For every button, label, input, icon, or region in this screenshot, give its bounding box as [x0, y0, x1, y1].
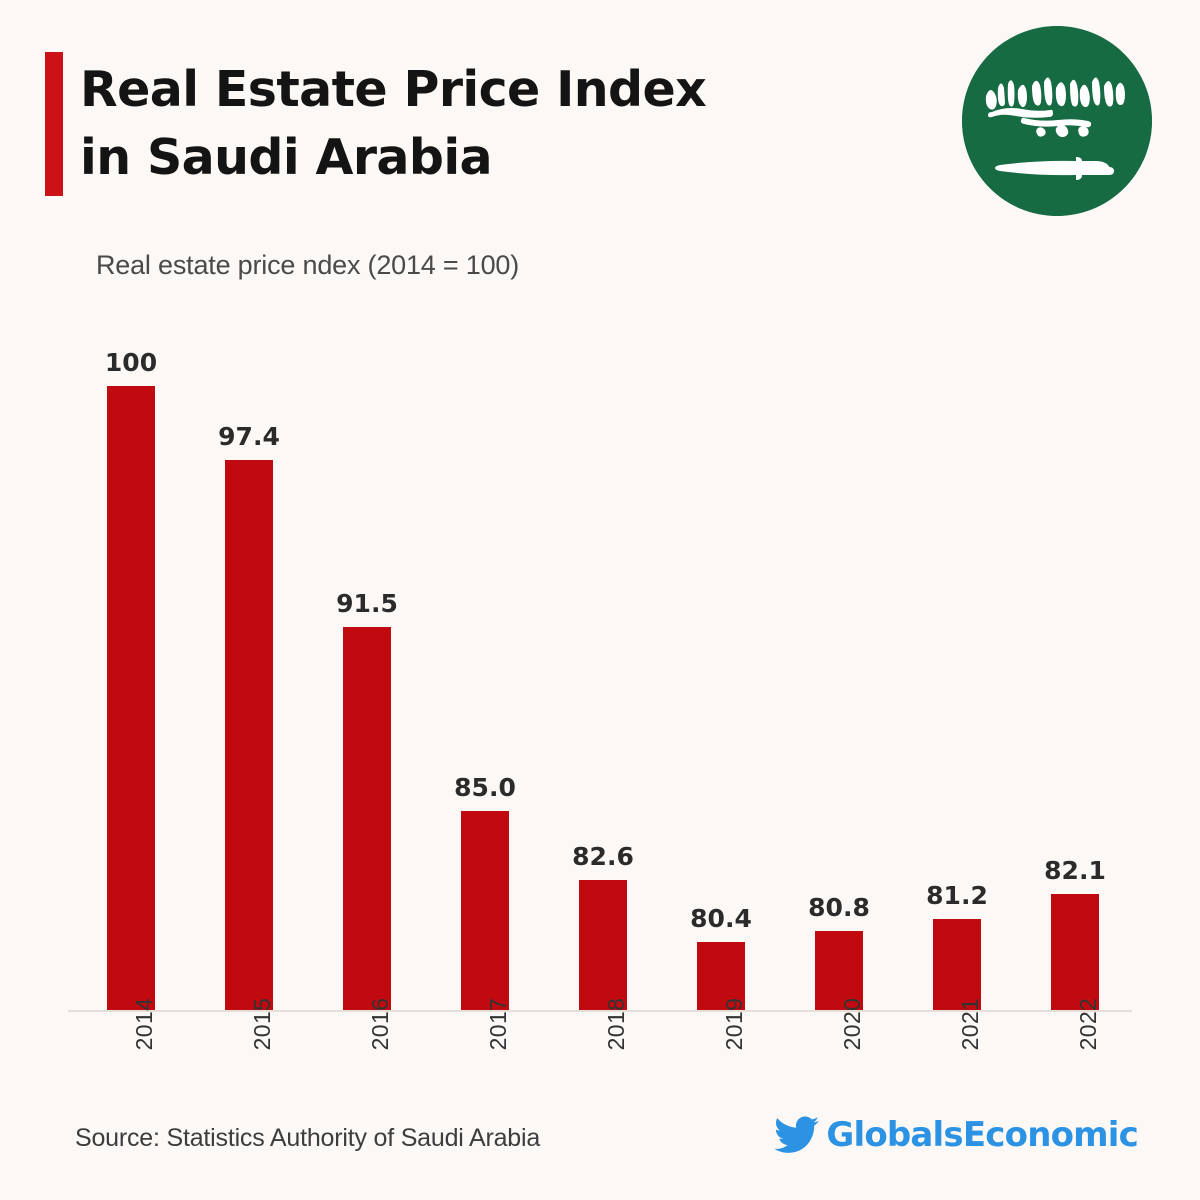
bar-value-label: 81.2 [926, 881, 988, 911]
bar-value-label: 80.4 [690, 903, 752, 933]
bar-group: 80.4 [690, 904, 752, 1010]
category-label: 2017 [485, 997, 511, 1051]
category-label-slot: 2020 [815, 998, 865, 1104]
category-label-slot: 2019 [697, 998, 747, 1104]
bar-value-label: 82.6 [572, 841, 634, 871]
page-title: Real Estate Price Index in Saudi Arabia [80, 56, 900, 192]
bar[interactable] [697, 941, 745, 1010]
bar-value-label: 80.8 [808, 892, 870, 922]
category-label-slot: 2017 [461, 998, 511, 1104]
bar[interactable] [461, 811, 509, 1010]
bar-value-label: 82.1 [1044, 855, 1106, 885]
source-note: Source: Statistics Authority of Saudi Ar… [75, 1124, 541, 1152]
bar-group: 82.1 [1044, 856, 1106, 1010]
bar[interactable] [343, 627, 391, 1010]
category-label: 2015 [249, 997, 275, 1051]
category-label-slot: 2021 [933, 998, 983, 1104]
category-label: 2016 [367, 997, 393, 1051]
category-label-slot: 2018 [579, 998, 629, 1104]
bar[interactable] [815, 930, 863, 1010]
bar[interactable] [107, 386, 155, 1010]
category-label: 2020 [839, 997, 865, 1051]
brand-logo[interactable]: GlobalsEconomic [774, 1115, 1139, 1155]
bar-group: 80.8 [808, 893, 870, 1010]
bar[interactable] [225, 459, 273, 1010]
title-line-1: Real Estate Price Index [80, 61, 707, 118]
bar-group: 85.0 [454, 773, 516, 1010]
category-label: 2021 [957, 997, 983, 1051]
category-label-slot: 2016 [343, 998, 393, 1104]
category-label: 2022 [1075, 997, 1101, 1051]
bar-value-label: 100 [104, 348, 158, 377]
category-label-slot: 2014 [107, 998, 157, 1104]
chart-baseline [68, 1010, 1132, 1012]
bar-value-label: 91.5 [336, 589, 398, 619]
category-label: 2018 [603, 997, 629, 1051]
title-accent-bar [45, 52, 63, 196]
category-label: 2019 [721, 997, 747, 1051]
bar-group: 91.5 [336, 589, 398, 1010]
bar-group: 97.4 [218, 422, 280, 1010]
brand-name: GlobalsEconomic [826, 1115, 1138, 1155]
bar[interactable] [933, 919, 981, 1010]
category-label: 2014 [131, 997, 157, 1051]
bar-group: 81.2 [926, 881, 988, 1010]
saudi-arabia-flag-icon [962, 26, 1152, 216]
bar-group: 100 [105, 348, 157, 1010]
category-label-slot: 2022 [1051, 998, 1101, 1104]
bar-group: 82.6 [572, 842, 634, 1010]
category-label-slot: 2015 [225, 998, 275, 1104]
title-line-2: in Saudi Arabia [80, 129, 493, 186]
bar[interactable] [1051, 893, 1099, 1010]
header: Real Estate Price Index in Saudi Arabia [0, 0, 1200, 230]
bar-value-label: 97.4 [218, 421, 280, 451]
twitter-bird-icon [774, 1116, 820, 1153]
bar[interactable] [579, 879, 627, 1010]
chart-subtitle: Real estate price ndex (2014 = 100) [96, 250, 520, 280]
bar-value-label: 85.0 [454, 773, 516, 803]
